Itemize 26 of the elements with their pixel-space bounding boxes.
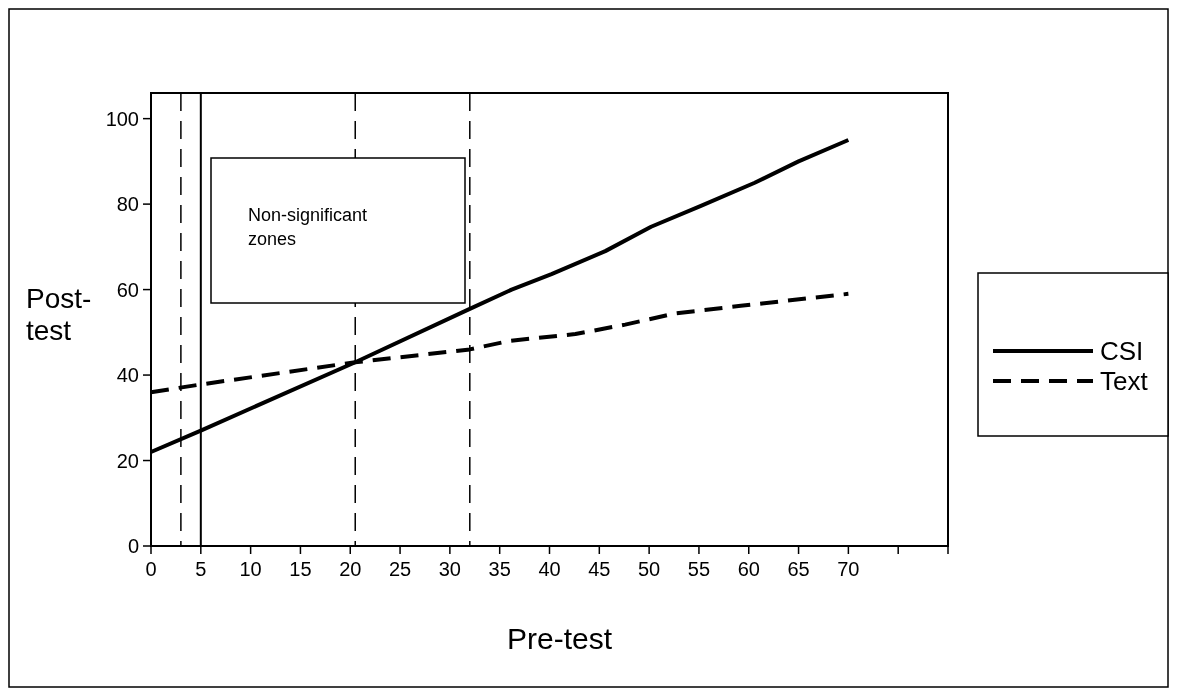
x-tick-label: 45 (588, 558, 611, 580)
y-tick-label: 20 (116, 449, 139, 472)
x-tick-label: 70 (837, 558, 860, 580)
y-tick-label: 100 (105, 107, 139, 130)
annotation: Non-significant zones (248, 204, 369, 251)
x-tick-label: 30 (438, 558, 461, 580)
x-tick-label: 40 (538, 558, 561, 580)
y-tick-label: 0 (127, 535, 139, 557)
x-tick-label: 15 (289, 558, 312, 580)
x-tick-label: 25 (388, 558, 412, 580)
x-tick-label: 50 (638, 558, 661, 580)
x-tick-label: 0 (145, 558, 157, 580)
x-axis-title: Pre-test (506, 622, 613, 655)
x-tick-label: 20 (339, 558, 362, 580)
y-tick-label: 80 (116, 193, 139, 216)
x-tick-label: 65 (787, 558, 810, 580)
y-tick-label: 40 (116, 364, 139, 387)
x-tick-label: 5 (195, 558, 207, 580)
y-axis-title: Post-test (26, 283, 92, 346)
legend-label: Text (1100, 366, 1149, 396)
x-tick-label: 10 (239, 558, 262, 580)
legend-label: CSI (1100, 336, 1144, 366)
x-tick-label: 55 (687, 558, 711, 580)
x-tick-label: 35 (488, 558, 511, 580)
y-tick-label: 60 (116, 278, 139, 301)
x-tick-label: 60 (737, 558, 760, 580)
